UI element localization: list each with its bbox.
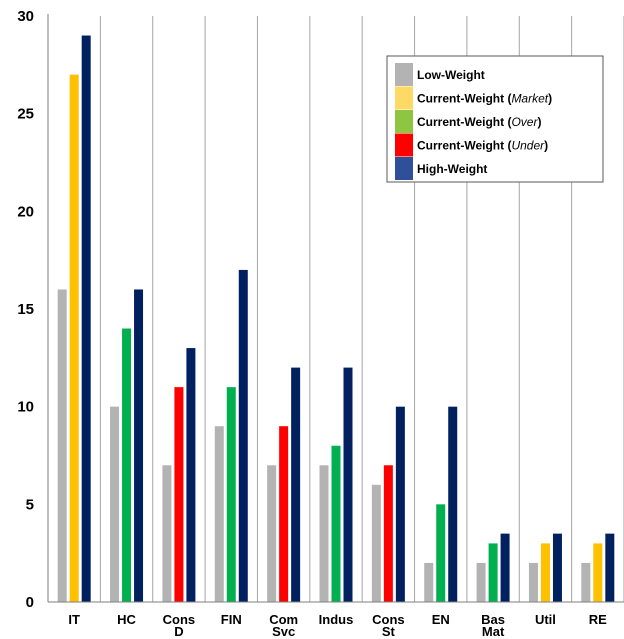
x-tick-label: D	[174, 624, 183, 639]
x-tick-label: St	[382, 624, 396, 639]
bar-groups	[57, 35, 615, 603]
bar-over	[488, 543, 498, 602]
legend-box	[386, 55, 604, 183]
y-axis-ticks: 0 5 10 15 20 25 30	[17, 8, 34, 611]
legend-swatch	[395, 86, 413, 110]
y-tick-label: 5	[26, 496, 34, 513]
x-tick-label: HC	[117, 612, 136, 627]
bar-low	[110, 406, 120, 602]
bar-low	[424, 562, 434, 602]
axes	[47, 14, 624, 603]
y-tick-label: 0	[26, 594, 34, 611]
legend-label: Low-Weight	[417, 68, 485, 82]
bar-low	[319, 465, 329, 602]
legend-label: Current-Weight (Under)	[417, 139, 548, 153]
legend-label: Current-Weight (Over)	[417, 115, 541, 129]
bar-low	[476, 562, 486, 602]
legend-swatch	[395, 63, 413, 86]
bar-low	[528, 562, 538, 602]
bar-high	[81, 35, 91, 603]
legend-label: High-Weight	[417, 162, 487, 176]
bar-high	[395, 406, 405, 602]
bar-high	[134, 289, 144, 602]
x-tick-label: Mat	[482, 624, 505, 639]
bar-low	[267, 465, 277, 602]
bar-under	[174, 387, 184, 602]
bar-under	[279, 426, 289, 602]
bar-low	[57, 289, 67, 602]
bar-low	[581, 562, 591, 602]
bar-low	[162, 465, 172, 602]
bar-over	[436, 504, 446, 602]
legend: Low-Weight Current-Weight (Market) Current…	[386, 55, 604, 183]
bar-low	[371, 484, 381, 602]
bar-over	[122, 328, 132, 602]
x-tick-label: Cons	[372, 612, 405, 627]
y-tick-label: 10	[17, 399, 34, 416]
x-tick-label: FIN	[221, 612, 242, 627]
bar-high	[552, 533, 562, 602]
bar-market	[69, 74, 79, 603]
y-tick-label: 30	[17, 8, 34, 25]
bar-high	[605, 533, 615, 602]
legend-swatch	[395, 133, 413, 157]
x-tick-label: Util	[535, 612, 556, 627]
legend-swatch	[395, 157, 413, 180]
bar-over	[331, 445, 341, 602]
legend-label: Current-Weight (Market)	[417, 92, 552, 106]
x-tick-label: Bas	[481, 612, 505, 627]
legend-swatch	[395, 110, 413, 133]
bar-high	[238, 269, 248, 602]
y-tick-label: 15	[17, 301, 34, 318]
x-tick-label: EN	[432, 612, 450, 627]
bar-under	[383, 465, 393, 602]
bar-market	[540, 543, 550, 602]
x-tick-label: Svc	[272, 624, 295, 639]
bar-high	[343, 367, 353, 602]
y-tick-label: 20	[17, 203, 34, 220]
x-tick-label: IT	[68, 612, 80, 627]
bar-high	[186, 348, 196, 602]
bar-high	[291, 367, 301, 602]
x-tick-label: Cons	[163, 612, 196, 627]
bar-high	[500, 533, 510, 602]
bar-market	[593, 543, 603, 602]
y-tick-label: 25	[17, 106, 34, 123]
x-tick-label: Com	[269, 612, 298, 627]
x-tick-label: Indus	[319, 612, 354, 627]
bar-over	[226, 387, 236, 602]
bar-low	[214, 426, 224, 602]
bar-high	[448, 406, 458, 602]
x-tick-label: RE	[589, 612, 607, 627]
